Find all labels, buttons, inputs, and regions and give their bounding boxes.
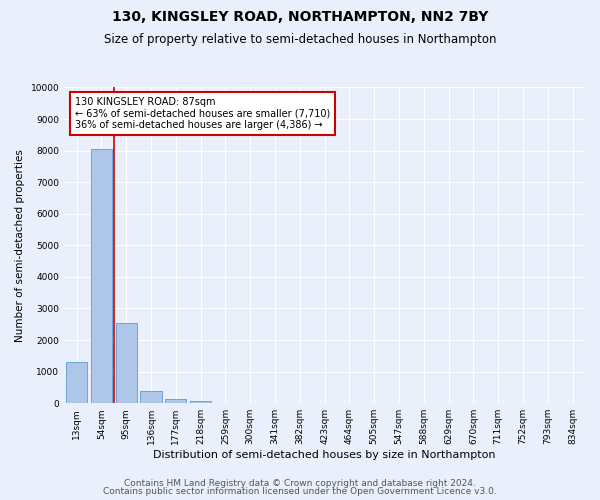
Text: 130, KINGSLEY ROAD, NORTHAMPTON, NN2 7BY: 130, KINGSLEY ROAD, NORTHAMPTON, NN2 7BY <box>112 10 488 24</box>
Bar <box>165 399 187 403</box>
X-axis label: Distribution of semi-detached houses by size in Northampton: Distribution of semi-detached houses by … <box>154 450 496 460</box>
Bar <box>116 324 137 403</box>
Y-axis label: Number of semi-detached properties: Number of semi-detached properties <box>15 149 25 342</box>
Text: Contains public sector information licensed under the Open Government Licence v3: Contains public sector information licen… <box>103 487 497 496</box>
Bar <box>91 149 112 403</box>
Bar <box>66 362 87 403</box>
Text: 130 KINGSLEY ROAD: 87sqm
← 63% of semi-detached houses are smaller (7,710)
36% o: 130 KINGSLEY ROAD: 87sqm ← 63% of semi-d… <box>74 97 330 130</box>
Text: Size of property relative to semi-detached houses in Northampton: Size of property relative to semi-detach… <box>104 32 496 46</box>
Text: Contains HM Land Registry data © Crown copyright and database right 2024.: Contains HM Land Registry data © Crown c… <box>124 478 476 488</box>
Bar <box>190 400 211 403</box>
Bar <box>140 391 161 403</box>
